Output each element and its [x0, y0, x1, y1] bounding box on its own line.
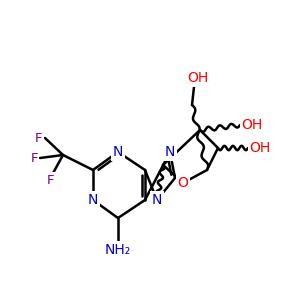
Text: F: F	[30, 152, 38, 164]
Text: N: N	[88, 193, 98, 207]
Text: F: F	[46, 173, 54, 187]
Text: OH: OH	[242, 118, 262, 132]
Text: NH₂: NH₂	[105, 243, 131, 257]
Text: OH: OH	[249, 141, 271, 155]
Text: O: O	[178, 176, 188, 190]
Text: F: F	[35, 131, 43, 145]
Text: N: N	[152, 193, 162, 207]
Text: N: N	[113, 145, 123, 159]
Text: N: N	[165, 145, 175, 159]
Text: OH: OH	[188, 71, 208, 85]
